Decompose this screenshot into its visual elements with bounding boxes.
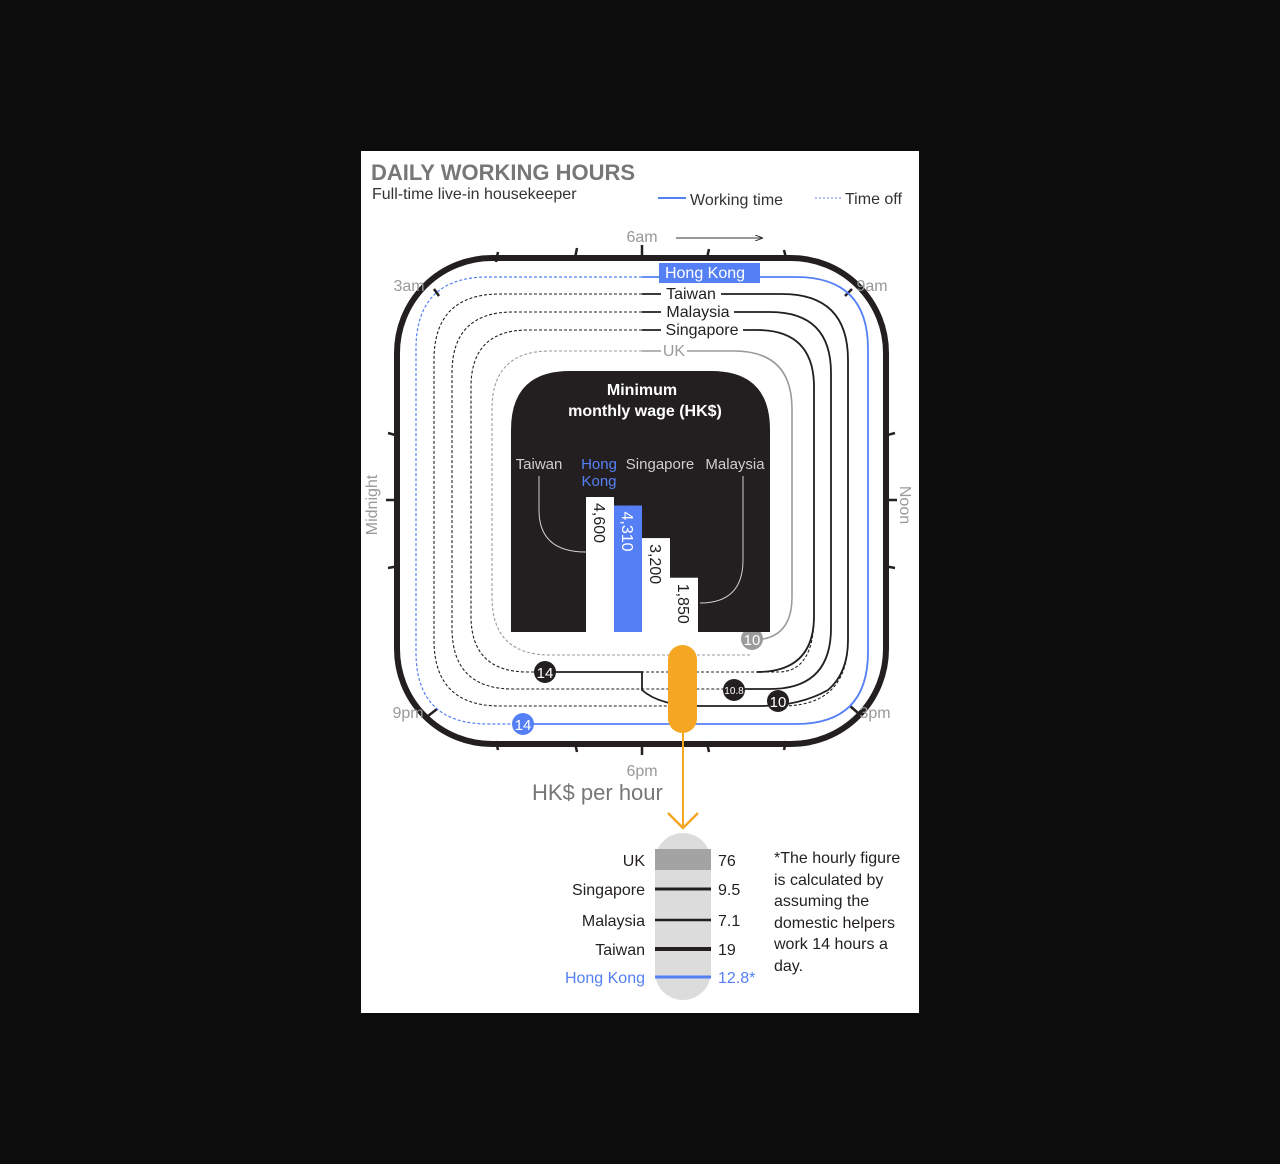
badge-malaysia-value: 10.8 xyxy=(724,686,744,697)
label-taiwan-bg xyxy=(661,285,721,302)
clock-label-9am: 9am xyxy=(856,278,887,295)
svg-text:day.: day. xyxy=(774,958,803,975)
wage-bar-malaysia xyxy=(670,577,698,632)
clock-label-noon: Noon xyxy=(896,486,913,524)
wage-bar-hong-kong xyxy=(614,505,642,632)
hourly-scale: UK 76 Singapore 9.5 Malaysia 7.1 Taiwan 19 Hong … xyxy=(565,833,755,1000)
badge-hong-kong-value: 14 xyxy=(515,717,532,734)
hourly-value-singapore: 9.5 xyxy=(718,882,740,899)
track-hong-kong-off xyxy=(415,276,642,725)
label-malaysia-bg xyxy=(661,303,734,320)
hourly-value-taiwan: 19 xyxy=(718,942,736,959)
track-label-taiwan: Taiwan xyxy=(666,286,716,303)
label-uk-bg xyxy=(661,342,687,359)
hourly-label-taiwan: Taiwan xyxy=(595,942,645,959)
svg-text:*The hourly figure: *The hourly figure xyxy=(774,850,900,867)
badge-singapore xyxy=(767,690,789,712)
svg-text:domestic helpers: domestic helpers xyxy=(774,915,895,932)
svg-text:work 14 hours a: work 14 hours a xyxy=(773,936,888,953)
wage-panel-title-line2: monthly wage (HK$) xyxy=(568,403,722,420)
track-malaysia-working xyxy=(642,311,832,690)
hour-badges: 14 14 10.8 10 10 xyxy=(512,628,789,735)
track-label-malaysia: Malaysia xyxy=(666,304,729,321)
hourly-value-hong-kong: 12.8* xyxy=(718,970,755,987)
badge-singapore-value: 10 xyxy=(770,694,787,711)
clock-label-midnight: Midnight xyxy=(364,474,381,535)
wage-connector-taiwan xyxy=(538,476,587,553)
hourly-scale-capsule xyxy=(655,833,711,1000)
hourly-arrow-head xyxy=(667,812,699,830)
hourly-value-malaysia: 7.1 xyxy=(718,913,740,930)
track-hong-kong-working xyxy=(523,276,869,725)
label-singapore-bg xyxy=(661,321,743,338)
hourly-label-uk: UK xyxy=(623,853,646,870)
track-label-uk: UK xyxy=(663,343,686,360)
svg-text:is calculated by: is calculated by xyxy=(774,872,883,889)
track-uk-working xyxy=(642,350,793,641)
legend-working-label: Working time xyxy=(690,192,783,209)
track-singapore-off xyxy=(470,329,815,673)
clock-label-6pm: 6pm xyxy=(626,763,657,780)
badge-malaysia xyxy=(723,679,745,701)
clock-label-3pm: 3pm xyxy=(859,705,890,722)
wage-bars: 4,600 4,310 3,200 1,850 xyxy=(586,497,698,632)
hourly-label-malaysia: Malaysia xyxy=(582,913,645,930)
clock-label-9pm: 9pm xyxy=(392,705,423,722)
hourly-title: HK$ per hour xyxy=(532,780,663,805)
wage-value-hong-kong: 4,310 xyxy=(618,512,635,552)
clock-label-6am: 6am xyxy=(626,229,657,246)
hourly-label-hong-kong: Hong Kong xyxy=(565,970,645,987)
wage-label-singapore: Singapore xyxy=(626,456,694,473)
track-label-singapore: Singapore xyxy=(666,322,739,339)
label-hong-kong-bg xyxy=(659,263,760,283)
infographic: DAILY WORKING HOURS Full-time live-in ho… xyxy=(361,151,919,1013)
clock-labels: 6am 9am 3am Noon Midnight 3pm 9pm 6pm xyxy=(364,229,913,780)
track-label-hong-kong: Hong Kong xyxy=(665,265,745,282)
svg-text:assuming the: assuming the xyxy=(774,893,869,910)
working-hours-chart: DAILY WORKING HOURS Full-time live-in ho… xyxy=(364,160,913,1000)
track-malaysia-off xyxy=(451,311,734,690)
wage-panel-title-line1: Minimum xyxy=(607,382,677,399)
hourly-capsule xyxy=(668,645,697,733)
track-labels: Hong Kong Taiwan Malaysia Singapore UK xyxy=(659,263,760,360)
hourly-label-singapore: Singapore xyxy=(572,882,645,899)
track-singapore-working xyxy=(642,329,815,673)
clock-label-3am: 3am xyxy=(393,278,424,295)
wage-label-hong-kong-line1: Hong xyxy=(581,456,617,473)
wage-value-malaysia: 1,850 xyxy=(674,584,691,624)
hourly-value-uk: 76 xyxy=(718,853,736,870)
track-uk-off xyxy=(491,350,752,656)
wage-panel xyxy=(511,371,770,632)
badge-taiwan xyxy=(534,661,556,683)
chart-subtitle: Full-time live-in housekeeper xyxy=(372,186,577,203)
legend-off-label: Time off xyxy=(845,191,902,208)
badge-taiwan-value: 14 xyxy=(537,665,554,682)
wage-value-taiwan: 4,600 xyxy=(590,503,607,543)
wage-label-malaysia: Malaysia xyxy=(705,456,765,473)
hourly-band-uk xyxy=(655,849,711,870)
footnote: *The hourly figure is calculated by assu… xyxy=(773,850,900,975)
wage-connector-malaysia xyxy=(699,476,744,604)
badge-hong-kong xyxy=(512,713,534,735)
badge-uk xyxy=(741,628,763,650)
wage-value-singapore: 3,200 xyxy=(646,544,663,584)
wage-label-hong-kong-line2: Kong xyxy=(581,473,616,490)
wage-bar-singapore xyxy=(642,538,670,632)
clock-ticks xyxy=(386,245,897,755)
wage-label-taiwan: Taiwan xyxy=(516,456,563,473)
chart-title: DAILY WORKING HOURS xyxy=(371,160,635,185)
wage-bar-taiwan xyxy=(586,497,614,632)
badge-uk-value: 10 xyxy=(744,632,761,649)
legend: Working time Time off xyxy=(658,191,902,209)
